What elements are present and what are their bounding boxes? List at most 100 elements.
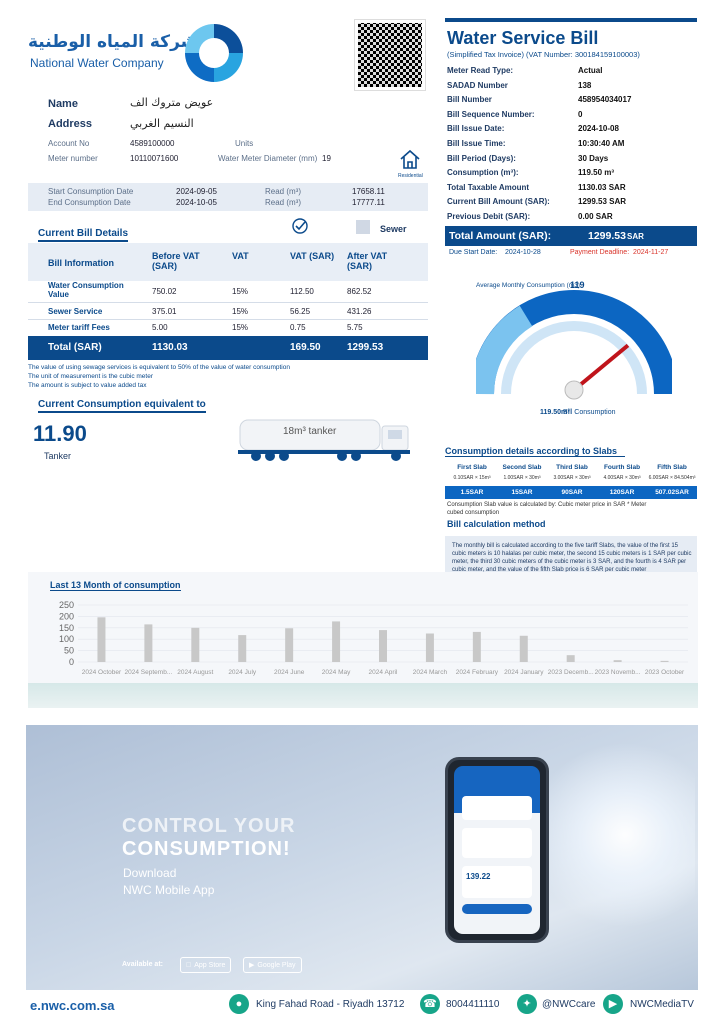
chart-bar bbox=[97, 617, 106, 662]
footer-address: King Fahad Road - Riyadh 13712 bbox=[256, 999, 405, 1010]
summary-value: 30 Days bbox=[578, 153, 609, 163]
summary-label: Bill Sequence Number: bbox=[447, 109, 535, 119]
row-info: Meter tariff Fees bbox=[48, 323, 110, 332]
footer-twitter[interactable]: @NWCcare bbox=[542, 999, 596, 1010]
slab-rate: 3.00SAR × 30m³ bbox=[553, 475, 591, 481]
y-tick-label: 150 bbox=[59, 623, 74, 633]
x-tick-label: 2024 January bbox=[504, 669, 544, 676]
slab-rate: 6.00SAR × 84.504m³ bbox=[648, 475, 696, 481]
col-vat-pct: VAT bbox=[232, 251, 249, 261]
average-consumption-label: Average Monthly Consumption (m3) bbox=[476, 282, 580, 289]
logo-arabic: شركة المياه الوطنية bbox=[28, 32, 198, 52]
total-amount-unit: SAR bbox=[627, 232, 644, 241]
summary-label: Consumption (m³): bbox=[447, 168, 519, 178]
summary-value: 138 bbox=[578, 80, 592, 90]
phone-mockup: 139.22 bbox=[445, 757, 549, 943]
youtube-icon: ▶ bbox=[603, 994, 623, 1014]
slab-name: Fifth Slab bbox=[657, 464, 687, 471]
tanker-value: 11.90 bbox=[33, 421, 87, 446]
summary-label: Previous Debit (SAR): bbox=[447, 212, 531, 221]
app-store-button[interactable]:  App Store bbox=[180, 957, 232, 973]
x-tick-label: 2024 February bbox=[456, 669, 499, 676]
x-tick-label: 2024 July bbox=[228, 669, 257, 676]
logo-english: National Water Company bbox=[30, 56, 164, 70]
slab-amount: 90SAR bbox=[561, 489, 583, 496]
slab-name: Fourth Slab bbox=[603, 464, 641, 471]
phone-card bbox=[462, 866, 532, 898]
bill-consumption-label: Bill Consumption bbox=[563, 409, 616, 416]
start-date-value: 2024-09-05 bbox=[176, 187, 217, 196]
qr-code-icon bbox=[354, 19, 426, 91]
footer-youtube[interactable]: NWCMediaTV bbox=[630, 999, 694, 1010]
x-tick-label: 2024 October bbox=[82, 669, 122, 676]
end-date-value: 2024-10-05 bbox=[176, 198, 217, 207]
summary-value: 458954034017 bbox=[578, 95, 632, 105]
slab-rate: 4.00SAR × 30m³ bbox=[603, 475, 641, 481]
summary-value: 10:30:40 AM bbox=[578, 139, 625, 148]
row-vat-sar: 56.25 bbox=[290, 307, 311, 316]
row-divider bbox=[28, 319, 428, 320]
row-vat-sar: 112.50 bbox=[290, 287, 314, 296]
apple-icon:  bbox=[186, 962, 191, 969]
row-vat-pct: 15% bbox=[232, 323, 249, 332]
x-tick-label: 2023 Novemb... bbox=[595, 669, 641, 676]
chart-bar bbox=[332, 621, 341, 662]
row-divider bbox=[28, 302, 428, 303]
summary-label: Current Bill Amount (SAR): bbox=[447, 197, 550, 207]
col-vat-sar: VAT (SAR) bbox=[290, 251, 335, 261]
residential-label: Residential bbox=[398, 173, 423, 179]
website-link[interactable]: e.nwc.com.sa bbox=[30, 998, 115, 1013]
phone-button bbox=[462, 904, 532, 914]
diameter-label: Water Meter Diameter (mm) bbox=[218, 154, 318, 163]
app-store-label: App Store bbox=[189, 961, 225, 969]
row-before-vat: 5.00 bbox=[152, 323, 168, 332]
check-circle-icon bbox=[292, 218, 308, 234]
start-date-label: Start Consumption Date bbox=[48, 187, 134, 196]
footer-phone[interactable]: 8004411110 bbox=[446, 999, 500, 1010]
bill-details-title: Current Bill Details bbox=[38, 228, 129, 242]
google-play-button[interactable]: ▶ Google Play bbox=[243, 957, 302, 973]
bill-subtitle: (Simplified Tax Invoice) (VAT Number: 30… bbox=[447, 50, 640, 59]
y-tick-label: 200 bbox=[59, 611, 74, 621]
slab-note: Consumption Slab value is calculated by:… bbox=[447, 502, 647, 516]
summary-top-bar bbox=[445, 18, 697, 22]
summary-label: Meter Read Type: bbox=[447, 66, 514, 75]
bill-note: The unit of measurement is the cubic met… bbox=[28, 373, 154, 380]
total-before-vat: 1130.03 bbox=[152, 342, 188, 353]
account-value: 4589100000 bbox=[130, 139, 175, 148]
chart-bar bbox=[425, 633, 434, 662]
slab-rate: 0.10SAR × 15m³ bbox=[453, 475, 491, 481]
bill-table-header bbox=[28, 243, 428, 281]
chart-bar bbox=[613, 660, 622, 662]
current-read-label: Read (m³) bbox=[265, 198, 302, 207]
chart-bar bbox=[238, 635, 247, 662]
bill-note: The amount is subject to value added tax bbox=[28, 382, 147, 389]
row-after-vat: 862.52 bbox=[347, 287, 372, 296]
slabs-title: Consumption details according to Slabs bbox=[445, 446, 625, 457]
summary-label: Total Taxable Amount bbox=[447, 182, 530, 192]
slab-amount: 1.5SAR bbox=[460, 489, 484, 496]
y-tick-label: 50 bbox=[64, 646, 74, 656]
slab-name: First Slab bbox=[457, 464, 487, 471]
total-after-vat: 1299.53 bbox=[347, 342, 384, 353]
end-date-label: End Consumption Date bbox=[48, 198, 131, 207]
x-tick-label: 2024 Septemb... bbox=[125, 669, 173, 676]
row-info: Sewer Service bbox=[48, 307, 103, 316]
method-text: The monthly bill is calculated according… bbox=[452, 543, 692, 573]
chart-bar bbox=[144, 624, 153, 662]
tanker-title: Current Consumption equivalent to bbox=[38, 399, 206, 413]
meter-label: Meter number bbox=[48, 154, 98, 163]
x-tick-label: 2023 October bbox=[645, 669, 685, 676]
residential-house-icon bbox=[400, 149, 420, 169]
col-before-vat: Before VAT (SAR) bbox=[152, 251, 200, 271]
summary-value: 0.00 SAR bbox=[578, 212, 613, 221]
chart-bar bbox=[566, 655, 575, 662]
previous-read-label: Read (m³) bbox=[265, 187, 302, 196]
col-after-vat: After VAT (SAR) bbox=[347, 251, 388, 271]
x-tick-label: 2024 March bbox=[413, 669, 448, 676]
row-after-vat: 5.75 bbox=[347, 323, 363, 332]
tanker-unit: Tanker bbox=[44, 451, 72, 461]
summary-label: Bill Issue Time: bbox=[447, 139, 506, 148]
summary-value: 0 bbox=[578, 109, 583, 119]
